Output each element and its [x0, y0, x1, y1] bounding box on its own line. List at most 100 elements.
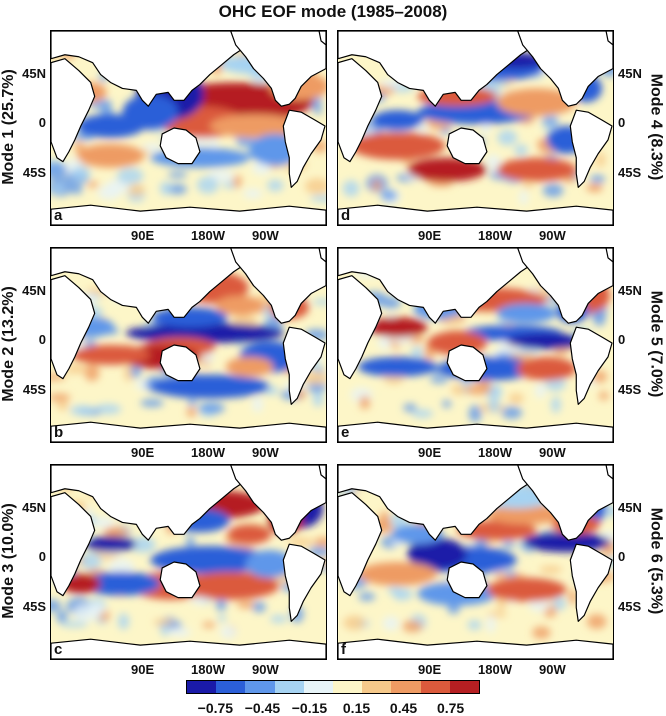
- lon-tick-label: 90W: [252, 445, 279, 460]
- colorbar-segment: [333, 681, 363, 693]
- anomaly-patch: [553, 596, 567, 611]
- panel-d: d 45N 0 45S 90E 180W 90W Mode 4 (8.3%): [337, 30, 664, 243]
- anomaly-patch: [52, 184, 65, 193]
- coastline: [282, 326, 326, 405]
- colorbar-segment: [187, 681, 217, 693]
- panel-c: c 45N 0 45S 90E 180W 90W Mode 3 (10.0%): [0, 464, 327, 677]
- anomaly-patch: [80, 552, 102, 570]
- mode-label: Mode 5 (7.0%): [647, 290, 664, 398]
- coastline: [230, 31, 326, 107]
- panel-b: b 45N 0 45S 90E 180W 90W Mode 2 (13.2%): [0, 247, 327, 460]
- coastline: [338, 204, 613, 225]
- anomaly-patch: [187, 398, 197, 407]
- anomaly-patch: [519, 189, 528, 205]
- lat-tick-label: 0: [618, 549, 626, 564]
- lat-tick-label: 45N: [22, 66, 46, 81]
- anomaly-patch: [89, 516, 116, 529]
- colorbar-segment: [274, 681, 304, 693]
- anomaly-patch: [487, 397, 501, 414]
- anomaly-blob: [407, 538, 468, 570]
- panel-letter: d: [341, 207, 351, 224]
- anomaly-patch: [541, 117, 559, 126]
- anomaly-patch: [51, 599, 62, 612]
- coastline: [605, 248, 613, 263]
- panel-f: f 45N 0 45S 90E 180W 90W Mode 6 (5.3%): [337, 464, 664, 677]
- colorbar-tick-label: −0.45: [244, 700, 281, 716]
- continents: [51, 248, 326, 442]
- anomaly-blob: [496, 88, 577, 117]
- coastline: [230, 248, 326, 324]
- coastline: [51, 58, 96, 163]
- anomaly-blob: [76, 143, 145, 168]
- anomaly-blob: [357, 356, 438, 377]
- anomaly-patch: [128, 183, 146, 197]
- lat-tick-label: 45S: [22, 382, 46, 397]
- anomaly-patch: [220, 624, 238, 639]
- colorbar-segment: [216, 681, 246, 693]
- lon-tick-label: 180W: [478, 445, 512, 460]
- anomaly-patch: [185, 536, 195, 547]
- anomaly-patch: [342, 180, 360, 197]
- anomaly-patch: [160, 621, 170, 637]
- lat-tick-label: 45S: [22, 165, 46, 180]
- coastline: [569, 326, 613, 405]
- anomaly-patch: [358, 592, 376, 601]
- anomaly-patch: [502, 540, 516, 549]
- anomaly-patch: [167, 627, 191, 637]
- anomaly-patch: [377, 336, 392, 349]
- anomaly-patch: [429, 376, 449, 384]
- anomaly-blob: [496, 157, 577, 182]
- anomaly-blob: [496, 303, 557, 324]
- coastline: [605, 465, 613, 480]
- anomaly-patch: [304, 178, 326, 195]
- colorbar-segment: [449, 681, 480, 693]
- lat-tick-label: 0: [38, 332, 46, 347]
- coastline: [446, 561, 488, 599]
- colorbar-segment: [303, 681, 334, 693]
- anomaly-blob: [245, 550, 294, 578]
- anomaly-blob: [506, 333, 587, 349]
- anomaly-patch: [56, 610, 68, 624]
- anomaly-patch: [71, 165, 91, 181]
- anomaly-patch: [467, 619, 482, 630]
- lon-tick-label: 180W: [191, 228, 225, 243]
- lon-tick-label: 90E: [418, 445, 442, 460]
- coastline: [569, 109, 613, 188]
- anomaly-patch: [447, 603, 460, 615]
- anomaly-blob: [371, 110, 424, 130]
- anomaly-patch: [501, 406, 523, 420]
- anomaly-patch: [243, 188, 263, 199]
- mode-label: Mode 1 (25.7%): [0, 69, 17, 185]
- anomaly-patch: [216, 596, 227, 612]
- colorbar-tick-label: 0.45: [389, 700, 418, 716]
- anomaly-patch: [108, 558, 135, 576]
- anomaly-patch: [159, 181, 172, 196]
- coastline: [318, 465, 326, 480]
- anomaly-patch: [497, 129, 518, 146]
- anomaly-blob: [486, 504, 567, 525]
- anomaly-patch: [51, 393, 71, 402]
- anomaly-patch: [451, 384, 466, 396]
- anomaly-patch: [522, 181, 534, 189]
- continents: [51, 465, 326, 659]
- anomaly-patch: [534, 382, 546, 399]
- coastline: [446, 127, 488, 165]
- anomaly-patch: [186, 407, 197, 418]
- colorbar-segment: [391, 681, 421, 693]
- panel-letter: f: [341, 641, 346, 658]
- anomaly-patch: [217, 614, 227, 622]
- mode-label: Mode 6 (5.3%): [647, 507, 664, 615]
- map-plot: [50, 247, 327, 443]
- anomaly-patch: [539, 565, 563, 574]
- anomaly-patch: [590, 174, 606, 184]
- panel-letter: e: [341, 424, 350, 441]
- anomaly-patch: [568, 589, 577, 605]
- anomaly-patch: [51, 162, 68, 180]
- coastline: [230, 465, 326, 541]
- anomaly-patch: [269, 615, 288, 623]
- anomaly-patch: [595, 152, 606, 168]
- coastline: [517, 31, 613, 107]
- anomaly-patch: [232, 174, 242, 189]
- mode-label: Mode 4 (8.3%): [647, 73, 664, 181]
- anomaly-blob: [80, 571, 161, 596]
